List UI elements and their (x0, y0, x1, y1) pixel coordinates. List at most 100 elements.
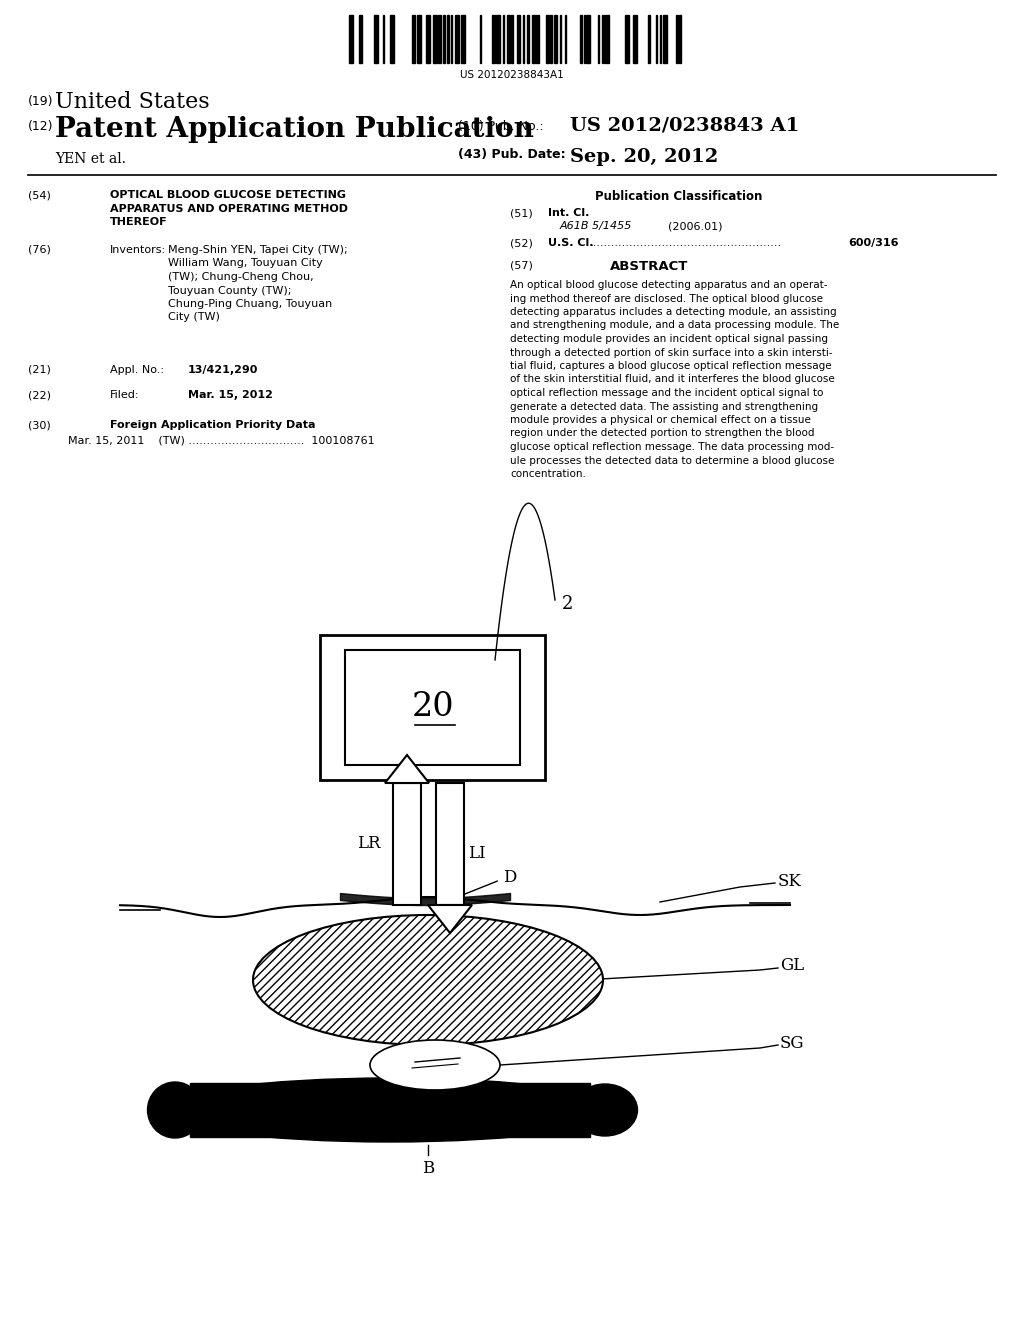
Bar (663, 15, 667, 63)
Bar (511, 15, 513, 63)
Bar (507, 15, 510, 63)
Bar (426, 15, 430, 63)
Text: Sep. 20, 2012: Sep. 20, 2012 (570, 148, 718, 166)
Text: Appl. No.:: Appl. No.: (110, 366, 164, 375)
Text: (22): (22) (28, 389, 51, 400)
Text: Patent Application Publication: Patent Application Publication (55, 116, 534, 143)
Bar (438, 15, 441, 63)
Text: Touyuan County (TW);: Touyuan County (TW); (168, 285, 292, 296)
Text: detecting apparatus includes a detecting module, an assisting: detecting apparatus includes a detecting… (510, 308, 837, 317)
Bar (436, 783, 464, 906)
Text: U.S. Cl.: U.S. Cl. (548, 238, 594, 248)
Text: THEREOF: THEREOF (110, 216, 168, 227)
Bar (546, 15, 549, 63)
Bar (648, 15, 650, 63)
Text: module provides a physical or chemical effect on a tissue: module provides a physical or chemical e… (510, 414, 811, 425)
Text: APPARATUS AND OPERATING METHOD: APPARATUS AND OPERATING METHOD (110, 203, 348, 214)
Bar (496, 15, 500, 63)
Bar (527, 15, 529, 63)
Ellipse shape (572, 1084, 638, 1137)
Text: LR: LR (357, 836, 381, 853)
Bar (606, 15, 609, 63)
Text: 2: 2 (562, 595, 573, 612)
Polygon shape (428, 906, 472, 933)
Bar (536, 15, 539, 63)
Text: (19): (19) (28, 95, 53, 108)
Text: B: B (422, 1160, 434, 1177)
Text: (51): (51) (510, 209, 532, 218)
Text: An optical blood glucose detecting apparatus and an operat-: An optical blood glucose detecting appar… (510, 280, 827, 290)
Bar (443, 15, 445, 63)
Text: GL: GL (780, 957, 804, 974)
Text: through a detected portion of skin surface into a skin intersti-: through a detected portion of skin surfa… (510, 347, 833, 358)
Text: United States: United States (55, 91, 210, 114)
Text: (76): (76) (28, 246, 51, 255)
Bar (580, 15, 582, 63)
Text: LI: LI (468, 846, 485, 862)
Text: concentration.: concentration. (510, 469, 586, 479)
Text: (21): (21) (28, 366, 51, 375)
Ellipse shape (147, 1082, 203, 1138)
Text: US 20120238843A1: US 20120238843A1 (460, 70, 564, 81)
Polygon shape (385, 755, 429, 783)
Text: A61B 5/1455: A61B 5/1455 (560, 222, 633, 231)
Text: .....................................................: ........................................… (590, 238, 782, 248)
Bar (417, 15, 421, 63)
Text: Inventors:: Inventors: (110, 246, 166, 255)
Bar (412, 15, 415, 63)
Text: (52): (52) (510, 238, 532, 248)
Text: Filed:: Filed: (110, 389, 139, 400)
Bar (359, 15, 362, 63)
Text: ule processes the detected data to determine a blood glucose: ule processes the detected data to deter… (510, 455, 835, 466)
Text: (TW); Chung-Cheng Chou,: (TW); Chung-Cheng Chou, (168, 272, 313, 282)
Bar (517, 15, 520, 63)
Text: Chung-Ping Chuang, Touyuan: Chung-Ping Chuang, Touyuan (168, 300, 332, 309)
Text: Meng-Shin YEN, Tapei City (TW);: Meng-Shin YEN, Tapei City (TW); (168, 246, 347, 255)
Text: tial fluid, captures a blood glucose optical reflection message: tial fluid, captures a blood glucose opt… (510, 360, 831, 371)
Text: 13/421,290: 13/421,290 (188, 366, 258, 375)
Bar (319, 635, 545, 780)
Text: D: D (503, 870, 516, 887)
Bar (625, 15, 629, 63)
Ellipse shape (370, 1040, 500, 1090)
Text: YEN et al.: YEN et al. (55, 152, 126, 166)
Text: and strengthening module, and a data processing module. The: and strengthening module, and a data pro… (510, 321, 840, 330)
Text: (43) Pub. Date:: (43) Pub. Date: (458, 148, 565, 161)
Text: Foreign Application Priority Data: Foreign Application Priority Data (110, 420, 315, 430)
Bar (550, 15, 552, 63)
Bar (433, 15, 437, 63)
Text: of the skin interstitial fluid, and it interferes the blood glucose: of the skin interstitial fluid, and it i… (510, 375, 835, 384)
Bar (679, 15, 681, 63)
Text: ing method thereof are disclosed. The optical blood glucose: ing method thereof are disclosed. The op… (510, 293, 823, 304)
Text: region under the detected portion to strengthen the blood: region under the detected portion to str… (510, 429, 814, 438)
Text: 20: 20 (412, 692, 454, 723)
Text: ABSTRACT: ABSTRACT (610, 260, 688, 273)
Bar (390, 15, 394, 63)
Bar (532, 15, 535, 63)
Bar (492, 15, 495, 63)
Text: SG: SG (780, 1035, 805, 1052)
Text: (57): (57) (510, 260, 532, 271)
Text: Mar. 15, 2012: Mar. 15, 2012 (188, 389, 272, 400)
Text: OPTICAL BLOOD GLUCOSE DETECTING: OPTICAL BLOOD GLUCOSE DETECTING (110, 190, 346, 201)
Bar (455, 15, 459, 63)
Bar (554, 15, 557, 63)
Bar (586, 15, 590, 63)
Bar (676, 15, 678, 63)
Bar (374, 15, 378, 63)
Bar (461, 15, 465, 63)
Text: glucose optical reflection message. The data processing mod-: glucose optical reflection message. The … (510, 442, 835, 451)
Text: (12): (12) (28, 120, 53, 133)
Text: William Wang, Touyuan City: William Wang, Touyuan City (168, 259, 323, 268)
Text: generate a detected data. The assisting and strengthening: generate a detected data. The assisting … (510, 401, 818, 412)
Bar (349, 15, 353, 63)
Bar (190, 1082, 590, 1137)
Bar (393, 783, 421, 906)
Text: SK: SK (778, 873, 802, 890)
Text: (10) Pub. No.:: (10) Pub. No.: (458, 120, 544, 133)
Text: (30): (30) (28, 420, 51, 430)
Text: optical reflection message and the incident optical signal to: optical reflection message and the incid… (510, 388, 823, 399)
Bar (633, 15, 637, 63)
Text: City (TW): City (TW) (168, 313, 220, 322)
Text: Int. Cl.: Int. Cl. (548, 209, 590, 218)
